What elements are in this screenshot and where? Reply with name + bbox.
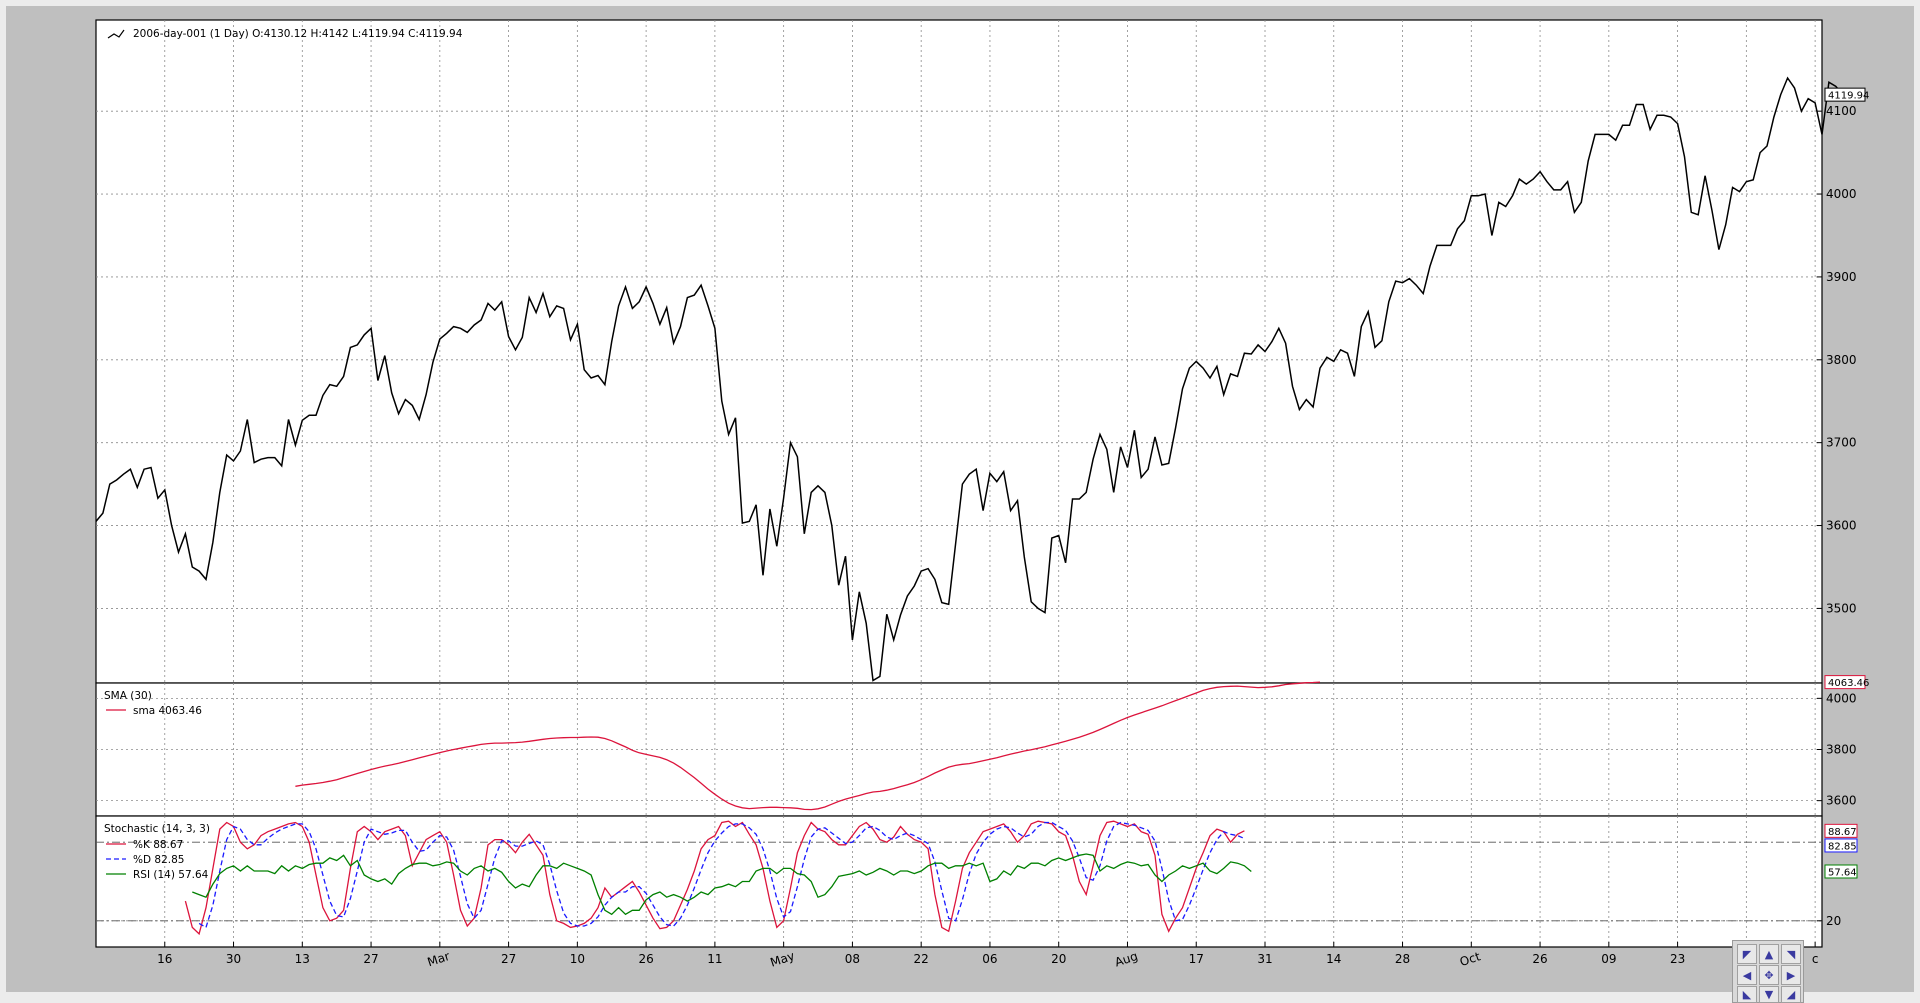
x-tick-label: 14 xyxy=(1326,952,1341,966)
oscillator-last-value-box xyxy=(1824,864,1858,879)
move-cross-icon: ✥ xyxy=(1764,968,1774,982)
x-tick-label: 27 xyxy=(363,952,378,966)
oscillator-last-value-label: 57.64 xyxy=(1828,867,1857,878)
x-tick-label: 08 xyxy=(845,952,860,966)
oscillator-last-value-box xyxy=(1824,823,1858,838)
x-tick-label: 06 xyxy=(982,952,997,966)
x-tick-label: Oct xyxy=(1458,949,1482,969)
arrow-down-icon: ▼ xyxy=(1764,988,1774,1001)
price-last-value-label: 4119.94 xyxy=(1828,91,1869,102)
sma-grid xyxy=(96,683,1822,816)
price-legend-text: 2006-day-001 (1 Day) O:4130.12 H:4142 L:… xyxy=(133,28,463,40)
x-tick-label: 11 xyxy=(707,952,722,966)
oscillator-last-value-boxes: 88.67 82.85 57.64 xyxy=(1824,823,1858,879)
y-tick-label: 3800 xyxy=(1826,353,1857,367)
d-line xyxy=(198,821,1245,929)
price-panel: 3500 3600 3700 3800 3900 4000 4100 2006-day-00… xyxy=(95,19,1869,684)
x-tick-label: 22 xyxy=(914,952,929,966)
y-tick-label: 4100 xyxy=(1826,104,1857,118)
k-legend-text: %K 88.67 xyxy=(133,839,183,851)
y-tick-label: 4000 xyxy=(1826,691,1857,705)
pan-right-button[interactable]: ▶ xyxy=(1781,965,1801,985)
oscillator-last-value-label: 88.67 xyxy=(1828,827,1857,838)
rsi-legend-text: RSI (14) 57.64 xyxy=(133,869,209,881)
pan-down-left-button[interactable]: ◣ xyxy=(1737,986,1757,1003)
oscillator-last-value-label: 82.85 xyxy=(1828,841,1857,852)
x-tick-label: 26 xyxy=(1532,952,1547,966)
y-tick-label: 3600 xyxy=(1826,519,1857,533)
y-tick-label: 4000 xyxy=(1826,187,1857,201)
x-tick-label: Aug xyxy=(1113,949,1140,970)
arrow-down-left-icon: ◣ xyxy=(1742,988,1752,1001)
x-tick-label: 28 xyxy=(1395,952,1410,966)
oscillator-y-ticks: 20 xyxy=(1817,914,1841,928)
sma-last-value-box: 4063.46 xyxy=(1824,675,1869,690)
sma-line xyxy=(295,681,1321,811)
figure-frame: 3500 3600 3700 3800 3900 4000 4100 2006-day-00… xyxy=(6,6,1914,1003)
sma-panel: 3600 3800 4000 SMA (30) sma 4063.46 4063.4… xyxy=(95,675,1869,817)
oscillator-title: Stochastic (14, 3, 3) xyxy=(104,823,210,835)
oscillator-last-value-box xyxy=(1824,838,1858,853)
price-legend: 2006-day-001 (1 Day) O:4130.12 H:4142 L:… xyxy=(107,28,463,40)
price-close-line xyxy=(95,76,1844,682)
plot-navigation-toolbar: ◤ ▲ ◥ ◀ ✥ ▶ ◣ ▼ ◢ xyxy=(1732,940,1804,1003)
x-tick-label: 16 xyxy=(157,952,172,966)
x-tick-label: 23 xyxy=(1670,952,1685,966)
x-tick-label: May xyxy=(768,949,796,970)
x-tick-label: 20 xyxy=(1051,952,1066,966)
arrow-down-right-icon: ◢ xyxy=(1786,988,1796,1001)
chart-canvas: 3500 3600 3700 3800 3900 4000 4100 2006-day-00… xyxy=(95,19,1869,970)
pan-up-right-button[interactable]: ◥ xyxy=(1781,944,1801,964)
sma-y-ticks: 3600 3800 4000 xyxy=(1817,691,1857,808)
y-tick-label: 3800 xyxy=(1826,743,1857,757)
x-tick-label: 31 xyxy=(1257,952,1272,966)
oscillator-plot-area xyxy=(95,815,1823,948)
pan-down-right-button[interactable]: ◢ xyxy=(1781,986,1801,1003)
x-tick-label: 09 xyxy=(1601,952,1616,966)
x-tick-label: 30 xyxy=(226,952,241,966)
x-tick-label: 13 xyxy=(295,952,310,966)
y-tick-label: 20 xyxy=(1826,914,1841,928)
arrow-up-icon: ▲ xyxy=(1764,947,1774,961)
x-tick-label: 10 xyxy=(570,952,585,966)
y-tick-label: 3500 xyxy=(1826,601,1857,615)
pan-up-left-button[interactable]: ◤ xyxy=(1737,944,1757,964)
x-tick-label: 26 xyxy=(638,952,653,966)
y-tick-label: 3700 xyxy=(1826,436,1857,450)
k-line xyxy=(184,820,1245,936)
pan-down-button[interactable]: ▼ xyxy=(1759,986,1779,1003)
x-tick-label: c xyxy=(1812,952,1819,966)
arrow-left-icon: ◀ xyxy=(1742,968,1752,982)
sma-title: SMA (30) xyxy=(104,690,152,702)
sma-plot-area xyxy=(95,682,1823,817)
price-y-ticks: 3500 3600 3700 3800 3900 4000 4100 xyxy=(1817,104,1857,615)
price-plot-area xyxy=(95,19,1823,684)
sma-last-value-label: 4063.46 xyxy=(1828,678,1869,689)
x-tick-label: 17 xyxy=(1189,952,1204,966)
oscillator-panel: 20 Stochastic (14, 3, 3) %K 88.67 %D 82.… xyxy=(95,815,1858,948)
price-last-value-box: 4119.94 xyxy=(1824,87,1869,102)
sma-legend-text: sma 4063.46 xyxy=(133,705,202,717)
pan-left-button[interactable]: ◀ xyxy=(1737,965,1757,985)
pan-move-button[interactable]: ✥ xyxy=(1759,965,1779,985)
x-tick-label: 27 xyxy=(501,952,516,966)
y-tick-label: 3600 xyxy=(1826,794,1857,808)
pan-up-button[interactable]: ▲ xyxy=(1759,944,1779,964)
x-tick-label: Mar xyxy=(426,949,452,969)
y-tick-label: 3900 xyxy=(1826,270,1857,284)
rsi-line xyxy=(192,853,1252,916)
arrow-up-right-icon: ◥ xyxy=(1786,947,1796,961)
oscillator-lines xyxy=(184,820,1252,936)
arrow-right-icon: ▶ xyxy=(1786,968,1796,982)
d-legend-text: %D 82.85 xyxy=(133,854,184,866)
arrow-up-left-icon: ◤ xyxy=(1742,947,1752,961)
oscillator-grid xyxy=(96,816,1822,947)
price-legend-line-icon xyxy=(107,29,125,39)
